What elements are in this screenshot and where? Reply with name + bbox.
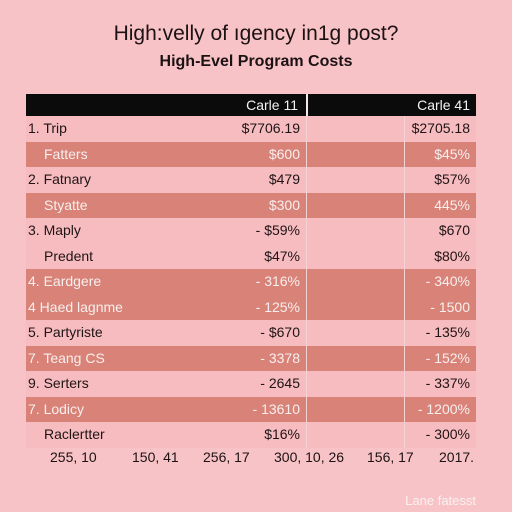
row-value-2: $57% xyxy=(434,171,470,187)
column-divider xyxy=(306,371,307,397)
table-row: 7. Teang CS - 3378 - 152% xyxy=(26,345,476,371)
column-divider xyxy=(306,167,307,193)
column-divider xyxy=(306,192,307,218)
column-divider xyxy=(404,116,405,142)
column-divider xyxy=(404,371,405,397)
row-label: 7. Teang CS xyxy=(28,349,105,366)
row-value-1: $47% xyxy=(264,247,300,264)
footer-numbers: 255, 10 150, 41 256, 17 300, 10, 26 156,… xyxy=(0,449,512,467)
row-label: 1. Trip xyxy=(28,120,67,136)
row-label: Raclertter xyxy=(44,426,105,442)
row-value-1: - 125% xyxy=(255,298,300,315)
page-subtitle: High-Evel Program Costs xyxy=(159,53,353,70)
column-divider xyxy=(404,422,405,448)
column-divider xyxy=(306,141,307,167)
row-label: Predent xyxy=(44,247,94,264)
column-divider xyxy=(306,345,307,371)
row-label: Fatters xyxy=(44,145,88,162)
column-header-1: Carle 11 xyxy=(26,94,308,116)
table-row: 9. Serters - 2645 - 337% xyxy=(26,371,476,397)
footer-number: 256, 17 xyxy=(203,449,250,465)
row-value-2: - 340% xyxy=(425,273,470,289)
column-header-2: Carle 41 xyxy=(417,97,470,113)
row-value-1: $479 xyxy=(268,171,300,187)
row-label: 5. Partyriste xyxy=(28,324,103,340)
footer-number: 2017. xyxy=(439,449,475,465)
column-divider xyxy=(306,396,307,422)
row-value-1: - $59% xyxy=(255,222,300,238)
footer-number: 150, 41 xyxy=(132,449,179,465)
row-value-1: $7706.19 xyxy=(241,120,300,136)
table-row: Fatters $600 $45% xyxy=(26,141,476,167)
column-divider xyxy=(306,243,307,269)
row-value-1: $600 xyxy=(268,145,300,162)
row-label: Styatte xyxy=(44,196,88,213)
row-value-1: - $670 xyxy=(260,324,300,340)
table-row: 2. Fatnary $479 $57% xyxy=(26,167,476,193)
row-label: 3. Maply xyxy=(28,222,81,238)
column-divider xyxy=(306,294,307,320)
row-value-1: $300 xyxy=(268,196,300,213)
row-label: 9. Serters xyxy=(28,375,89,391)
row-value-2: $2705.18 xyxy=(411,120,470,136)
row-value-2: $670 xyxy=(438,222,470,238)
column-divider xyxy=(404,192,405,218)
column-divider xyxy=(306,320,307,346)
column-divider xyxy=(404,345,405,371)
corner-note: Lane fatesst xyxy=(405,493,476,508)
column-divider xyxy=(306,269,307,295)
row-value-1: - 2645 xyxy=(260,375,300,391)
row-label: 7. Lodicy xyxy=(28,400,85,417)
row-value-2: - 152% xyxy=(425,349,470,366)
table-row: 7. Lodicy - 13610 - 1200% xyxy=(26,396,476,422)
table-row: Styatte $300 445% xyxy=(26,192,476,218)
table-row: Predent $47% $80% xyxy=(26,243,476,269)
column-divider xyxy=(404,320,405,346)
page-title: High:velly of ıgency in1g post? xyxy=(113,22,399,45)
footer-number: 255, 10 xyxy=(50,449,97,465)
row-value-2: $45% xyxy=(434,145,470,162)
column-divider xyxy=(306,218,307,244)
row-value-2: - 337% xyxy=(425,375,470,391)
row-label: 4. Eardgere xyxy=(28,273,102,289)
row-value-2: - 300% xyxy=(425,426,470,442)
row-value-2: - 1500 xyxy=(430,298,470,315)
row-value-2: 445% xyxy=(434,196,470,213)
cost-table: Carle 11 Carle 41 1. Trip $7706.19 $2705.1… xyxy=(26,94,476,448)
column-divider xyxy=(404,294,405,320)
column-divider xyxy=(404,141,405,167)
table-body: 1. Trip $7706.19 $2705.18 Fatters $600 $45% 2.… xyxy=(26,116,476,448)
row-value-1: - 3378 xyxy=(260,349,300,366)
row-label: 4 Haed lagnme xyxy=(28,298,123,315)
table-header-row: Carle 11 Carle 41 xyxy=(26,94,476,116)
column-divider xyxy=(306,116,307,142)
row-value-2: $80% xyxy=(434,247,470,264)
table-row: 1. Trip $7706.19 $2705.18 xyxy=(26,116,476,142)
row-label: 2. Fatnary xyxy=(28,171,92,187)
row-value-2: - 1200% xyxy=(417,400,470,417)
row-value-2: - 135% xyxy=(425,324,470,340)
column-divider xyxy=(306,422,307,448)
footer-number: 156, 17 xyxy=(367,449,414,465)
table-row: 5. Partyriste - $670 - 135% xyxy=(26,320,476,346)
table-row: 4 Haed lagnme - 125% - 1500 xyxy=(26,294,476,320)
column-divider xyxy=(404,269,405,295)
table-row: 3. Maply - $59% $670 xyxy=(26,218,476,244)
row-value-1: - 13610 xyxy=(252,400,300,417)
column-divider xyxy=(404,396,405,422)
column-divider xyxy=(404,167,405,193)
footer-number: 300, 10, 26 xyxy=(274,449,345,465)
column-divider xyxy=(404,218,405,244)
row-value-1: - 316% xyxy=(255,273,300,289)
table-row: Raclertter $16% - 300% xyxy=(26,422,476,448)
column-divider xyxy=(404,243,405,269)
row-value-1: $16% xyxy=(264,426,300,442)
table-row: 4. Eardgere - 316% - 340% xyxy=(26,269,476,295)
